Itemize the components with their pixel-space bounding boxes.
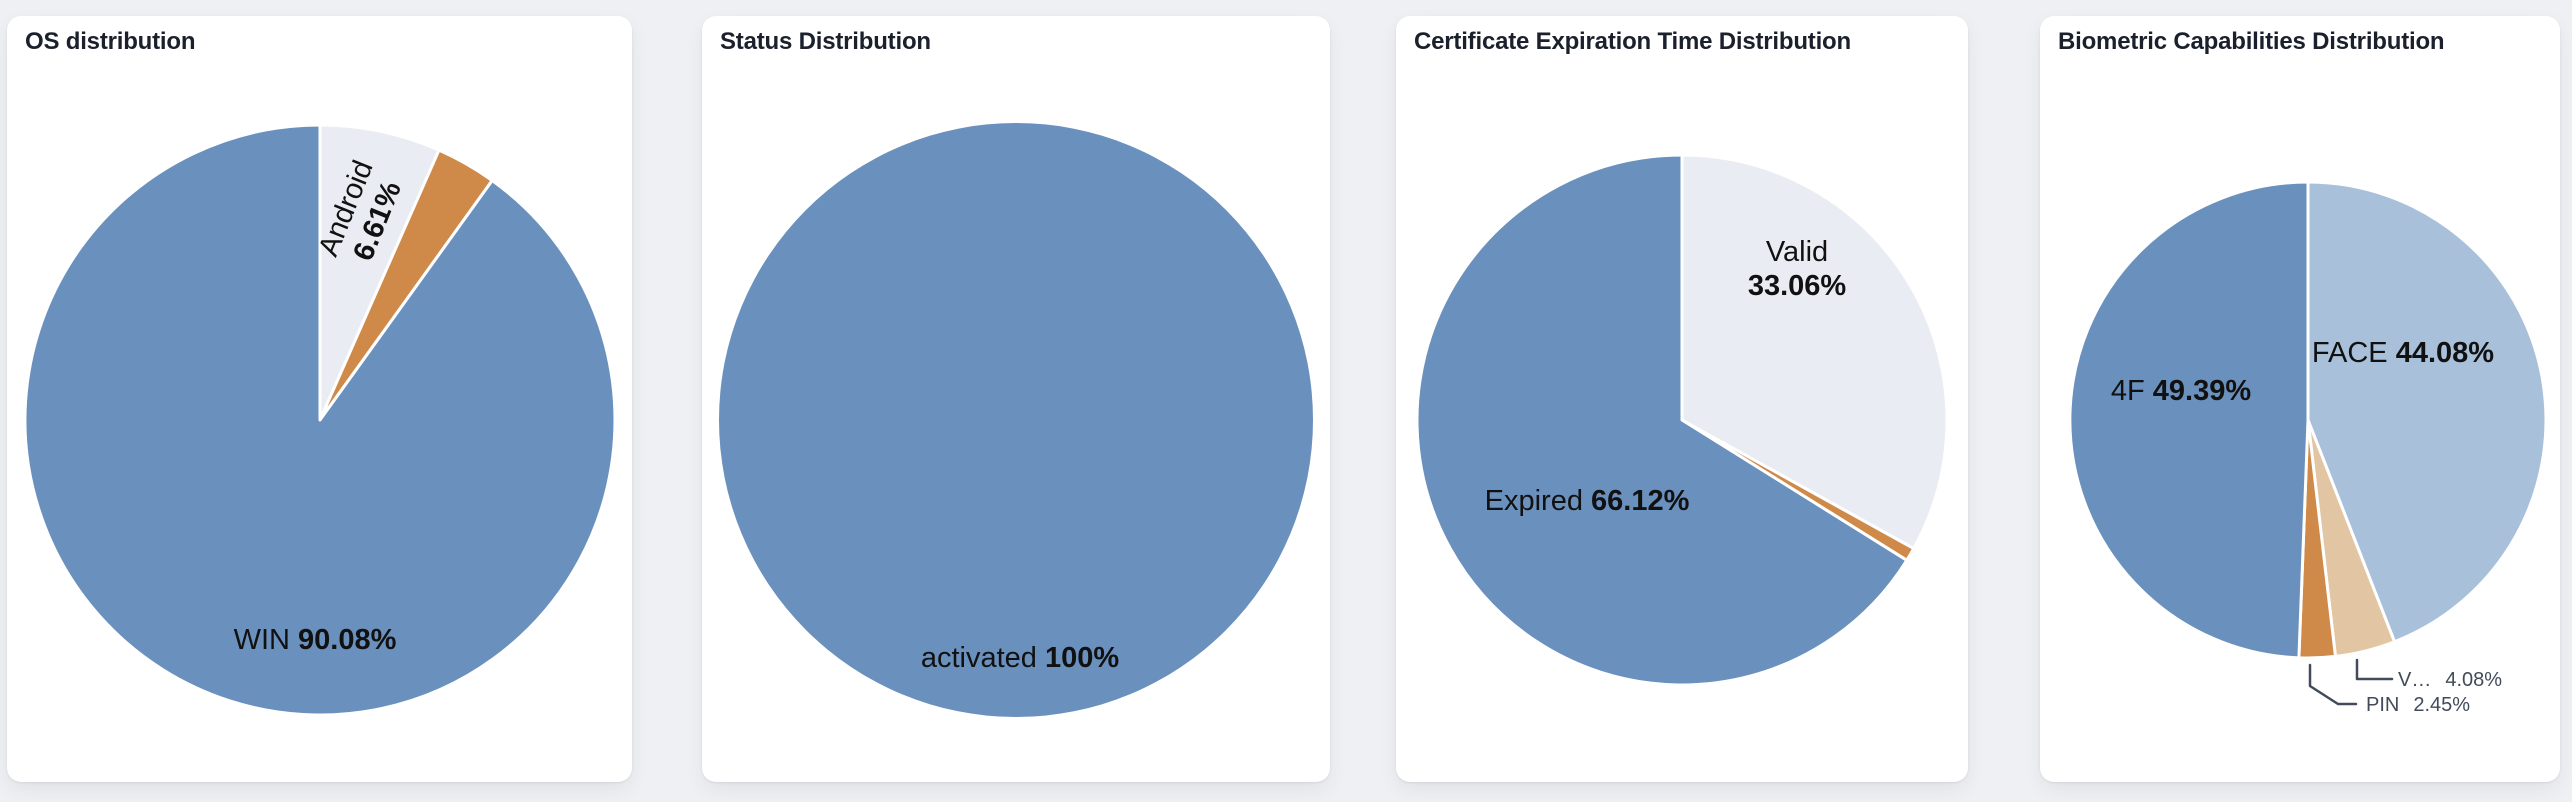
card-os-distribution: OS distribution Android6.61% WIN 90.08% — [7, 16, 632, 782]
pie-label-outside: PIN 2.45% — [2366, 694, 2470, 716]
chart-area: Valid 33.06% Expired 66.12% — [1396, 16, 1968, 782]
pie-slice[interactable] — [2306, 180, 2548, 644]
pie-chart-status[interactable]: activated 100% — [704, 108, 1328, 732]
pie-slice[interactable] — [1680, 153, 1949, 551]
pie-label: Valid 33.06% — [1748, 236, 1847, 302]
chart-area: FACE 44.08% V… 4.08% PIN 2.45% 4F 49.39% — [2040, 16, 2560, 782]
pie-label: Expired 66.12% — [1485, 485, 1690, 517]
pie-label-outside: V… 4.08% — [2398, 669, 2502, 691]
pie-slice[interactable] — [1415, 153, 1909, 687]
pie-slice[interactable] — [23, 123, 616, 717]
card-status-distribution: Status Distribution activated 100% — [702, 16, 1330, 782]
pie-slice[interactable] — [719, 123, 1313, 717]
pie-slice[interactable] — [318, 123, 441, 422]
chart-title: OS distribution — [25, 28, 196, 55]
chart-title: Certificate Expiration Time Distribution — [1414, 28, 1851, 55]
pie-chart-os[interactable]: Android6.61%WIN 90.08% — [10, 110, 630, 730]
pie-label: 4F 49.39% — [2111, 375, 2251, 407]
pie-slice[interactable] — [2068, 180, 2310, 660]
chart-title: Status Distribution — [720, 28, 931, 55]
chart-area: Android6.61% WIN 90.08% — [7, 16, 632, 782]
card-certificate-expiration: Certificate Expiration Time Distribution… — [1396, 16, 1968, 782]
label-leader-line — [2355, 658, 2394, 681]
label-leader-line — [2308, 663, 2358, 706]
card-biometric-capabilities: Biometric Capabilities Distribution FACE… — [2040, 16, 2560, 782]
pie-label: FACE 44.08% — [2312, 337, 2494, 369]
chart-title: Biometric Capabilities Distribution — [2058, 28, 2445, 55]
pie-chart-biometric[interactable]: FACE 44.08% V… 4.08% PIN 2.45% 4F 49.39% — [1995, 107, 2572, 733]
pie-chart-certificate[interactable]: Valid 33.06% Expired 66.12% — [1402, 140, 1962, 700]
pie-label: WIN 90.08% — [233, 624, 396, 656]
chart-area: activated 100% — [702, 16, 1330, 782]
pie-label: activated 100% — [921, 642, 1120, 674]
